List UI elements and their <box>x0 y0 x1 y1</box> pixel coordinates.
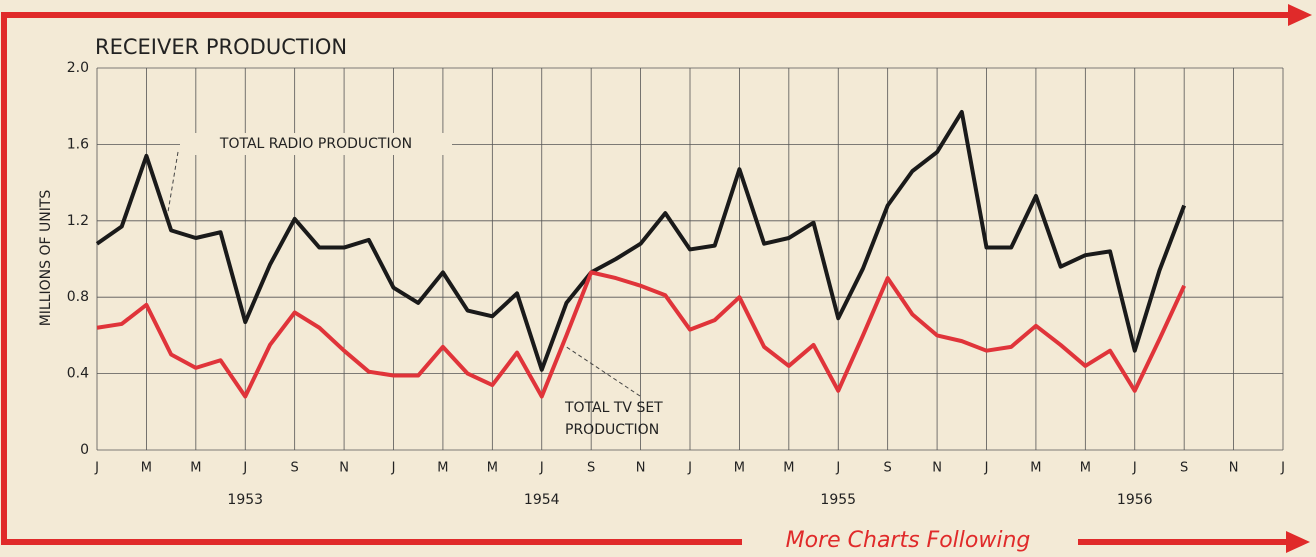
x-tick-label: N <box>339 461 349 476</box>
x-tick-label: J <box>687 461 692 476</box>
x-tick-label: M <box>141 461 152 476</box>
x-tick-label: J <box>1280 461 1285 476</box>
y-tick-label: 0.8 <box>67 289 89 305</box>
x-tick-label: N <box>932 461 942 476</box>
x-tick-label: M <box>190 461 201 476</box>
x-tick-label: M <box>1030 461 1041 476</box>
series-label: TOTAL RADIO PRODUCTION <box>219 136 412 152</box>
chart-title: RECEIVER PRODUCTION <box>95 35 347 59</box>
leader <box>561 343 641 397</box>
y-axis-label: MILLIONS OF UNITS <box>38 190 54 327</box>
x-tick-label: S <box>884 461 892 476</box>
year-label: 1954 <box>524 492 560 508</box>
x-tick-label: J <box>539 461 544 476</box>
y-tick-label: 0.4 <box>67 366 89 382</box>
x-tick-label: J <box>242 461 247 476</box>
footer: More Charts Following <box>786 528 1031 553</box>
x-tick-label: S <box>291 461 299 476</box>
x-tick-label: J <box>835 461 840 476</box>
series-label: TOTAL TV SET PRODUCTION <box>564 400 663 438</box>
y-tick-label: 1.2 <box>67 213 89 229</box>
label-background <box>180 133 452 155</box>
y-tick-label: 1.6 <box>67 136 89 152</box>
x-tick-label: J <box>94 461 99 476</box>
x-tick-label: J <box>984 461 989 476</box>
x-tick-label: M <box>487 461 498 476</box>
year-label: 1955 <box>820 492 856 508</box>
x-tick-label: J <box>391 461 396 476</box>
leader <box>167 151 179 213</box>
x-tick-label: S <box>1180 461 1188 476</box>
x-tick-label: J <box>1132 461 1137 476</box>
y-tick-label: 2.0 <box>67 60 89 76</box>
year-label: 1953 <box>227 492 263 508</box>
frame-arrows <box>1 4 1312 553</box>
x-tick-label: M <box>734 461 745 476</box>
year-label: 1956 <box>1117 492 1153 508</box>
x-tick-label: M <box>783 461 794 476</box>
x-tick-label: M <box>1080 461 1091 476</box>
x-tick-label: N <box>636 461 646 476</box>
x-tick-label: S <box>587 461 595 476</box>
x-tick-label: N <box>1229 461 1239 476</box>
x-tick-label: M <box>437 461 448 476</box>
series-line <box>96 270 1186 399</box>
y-tick-label: 0 <box>80 442 89 458</box>
series-line <box>95 109 1187 372</box>
